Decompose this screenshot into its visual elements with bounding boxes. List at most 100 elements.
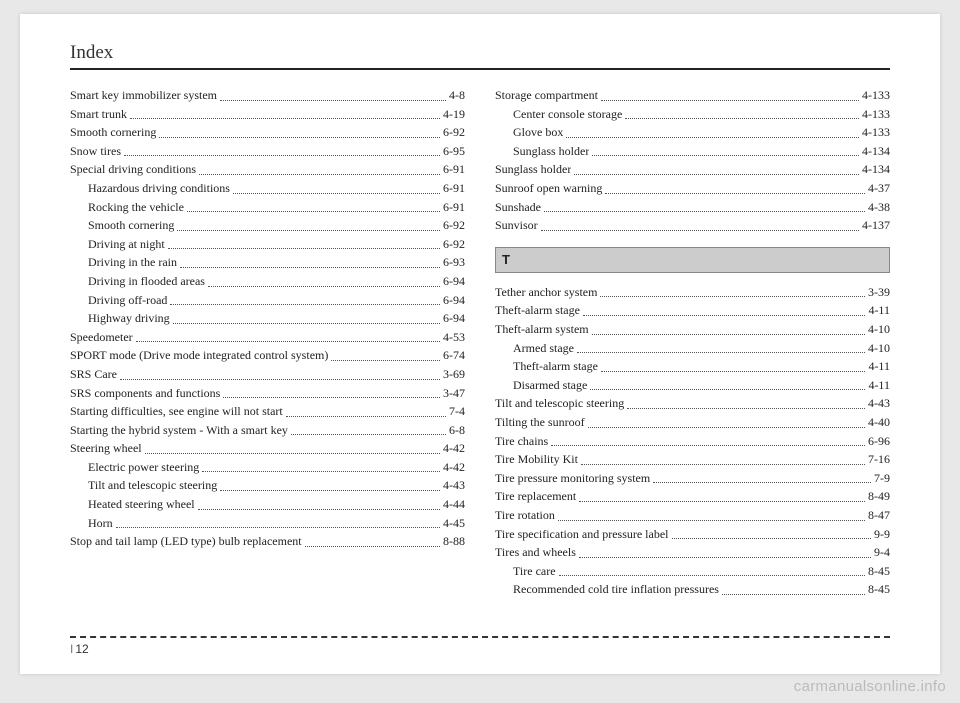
- leader-dots: [180, 253, 440, 268]
- entry-page: 6-92: [443, 216, 465, 235]
- page-title: Index: [70, 42, 890, 70]
- leader-dots: [722, 580, 865, 595]
- index-entry: Tire chains 6-96: [495, 432, 890, 451]
- index-entry: SRS components and functions 3-47: [70, 384, 465, 403]
- entry-label: Driving off-road: [88, 291, 167, 310]
- leader-dots: [170, 291, 440, 306]
- leader-dots: [202, 458, 440, 473]
- leader-dots: [199, 160, 440, 175]
- index-entry: Sunroof open warning 4-37: [495, 179, 890, 198]
- entry-page: 6-94: [443, 272, 465, 291]
- index-entry: Tire rotation 8-47: [495, 506, 890, 525]
- index-entry: Starting difficulties, see engine will n…: [70, 402, 465, 421]
- index-entry: Theft-alarm stage 4-11: [495, 357, 890, 376]
- index-entry: Electric power steering 4-42: [70, 458, 465, 477]
- entry-label: Rocking the vehicle: [88, 198, 184, 217]
- leader-dots: [208, 272, 440, 287]
- entry-page: 8-45: [868, 580, 890, 599]
- entry-label: Sunvisor: [495, 216, 538, 235]
- leader-dots: [601, 86, 859, 101]
- entry-label: Starting the hybrid system - With a smar…: [70, 421, 288, 440]
- leader-dots: [600, 283, 865, 298]
- leader-dots: [286, 402, 446, 417]
- index-entry: Disarmed stage 4-11: [495, 376, 890, 395]
- entry-label: Tether anchor system: [495, 283, 597, 302]
- leader-dots: [223, 384, 440, 399]
- entry-page: 4-43: [868, 394, 890, 413]
- entry-label: Center console storage: [513, 105, 622, 124]
- entry-page: 4-11: [868, 357, 890, 376]
- entry-label: Special driving conditions: [70, 160, 196, 179]
- entry-label: Tire replacement: [495, 487, 576, 506]
- entry-label: Tire Mobility Kit: [495, 450, 578, 469]
- leader-dots: [305, 532, 440, 547]
- entry-label: SRS components and functions: [70, 384, 220, 403]
- leader-dots: [177, 216, 440, 231]
- index-entry: Tire specification and pressure label 9-…: [495, 525, 890, 544]
- leader-dots: [120, 365, 440, 380]
- leader-dots: [577, 339, 865, 354]
- index-entry: Armed stage 4-10: [495, 339, 890, 358]
- leader-dots: [605, 179, 865, 194]
- entry-label: Speedometer: [70, 328, 133, 347]
- entry-page: 8-88: [443, 532, 465, 551]
- entry-page: 9-4: [874, 543, 890, 562]
- page-num: 12: [75, 642, 88, 656]
- leader-dots: [625, 105, 859, 120]
- leader-dots: [173, 309, 440, 324]
- index-entry: Recommended cold tire inflation pressure…: [495, 580, 890, 599]
- entry-label: Sunroof open warning: [495, 179, 602, 198]
- entry-page: 4-10: [868, 339, 890, 358]
- entry-page: 4-134: [862, 160, 890, 179]
- entry-label: Tilt and telescopic steering: [495, 394, 624, 413]
- index-entry: Sunvisor 4-137: [495, 216, 890, 235]
- leader-dots: [566, 123, 859, 138]
- entry-label: Stop and tail lamp (LED type) bulb repla…: [70, 532, 302, 551]
- index-entry: Highway driving 6-94: [70, 309, 465, 328]
- entry-label: Tilt and telescopic steering: [88, 476, 217, 495]
- index-entry: Stop and tail lamp (LED type) bulb repla…: [70, 532, 465, 551]
- entry-page: 6-74: [443, 346, 465, 365]
- index-entry: Smart trunk 4-19: [70, 105, 465, 124]
- index-entry: Steering wheel 4-42: [70, 439, 465, 458]
- leader-dots: [653, 469, 871, 484]
- leader-dots: [116, 514, 440, 529]
- index-entry: SRS Care 3-69: [70, 365, 465, 384]
- entry-page: 4-133: [862, 105, 890, 124]
- leader-dots: [145, 439, 440, 454]
- entry-page: 4-133: [862, 86, 890, 105]
- entry-label: Heated steering wheel: [88, 495, 195, 514]
- entry-label: Disarmed stage: [513, 376, 587, 395]
- page-footer: I12: [70, 636, 890, 656]
- entry-label: Theft-alarm system: [495, 320, 589, 339]
- leader-dots: [130, 105, 440, 120]
- entry-label: Driving in flooded areas: [88, 272, 205, 291]
- left-column: Smart key immobilizer system 4-8Smart tr…: [70, 86, 465, 599]
- entry-label: Recommended cold tire inflation pressure…: [513, 580, 719, 599]
- leader-dots: [592, 142, 859, 157]
- leader-dots: [558, 506, 865, 521]
- entry-page: 4-45: [443, 514, 465, 533]
- entry-label: Starting difficulties, see engine will n…: [70, 402, 283, 421]
- entry-page: 6-94: [443, 291, 465, 310]
- entry-label: Smooth cornering: [70, 123, 156, 142]
- entry-page: 4-38: [868, 198, 890, 217]
- entry-page: 6-94: [443, 309, 465, 328]
- entry-label: SRS Care: [70, 365, 117, 384]
- entry-page: 3-47: [443, 384, 465, 403]
- index-entry: Sunshade 4-38: [495, 198, 890, 217]
- leader-dots: [159, 123, 440, 138]
- leader-dots: [291, 421, 446, 436]
- index-entry: Special driving conditions 6-91: [70, 160, 465, 179]
- entry-label: Smooth cornering: [88, 216, 174, 235]
- entry-page: 6-91: [443, 160, 465, 179]
- entry-label: Driving in the rain: [88, 253, 177, 272]
- entry-label: Electric power steering: [88, 458, 199, 477]
- index-entry: Center console storage 4-133: [495, 105, 890, 124]
- entry-label: Horn: [88, 514, 113, 533]
- watermark: carmanualsonline.info: [794, 678, 946, 695]
- entry-label: Armed stage: [513, 339, 574, 358]
- entry-label: Theft-alarm stage: [513, 357, 598, 376]
- leader-dots: [579, 543, 871, 558]
- index-entry: Driving off-road 6-94: [70, 291, 465, 310]
